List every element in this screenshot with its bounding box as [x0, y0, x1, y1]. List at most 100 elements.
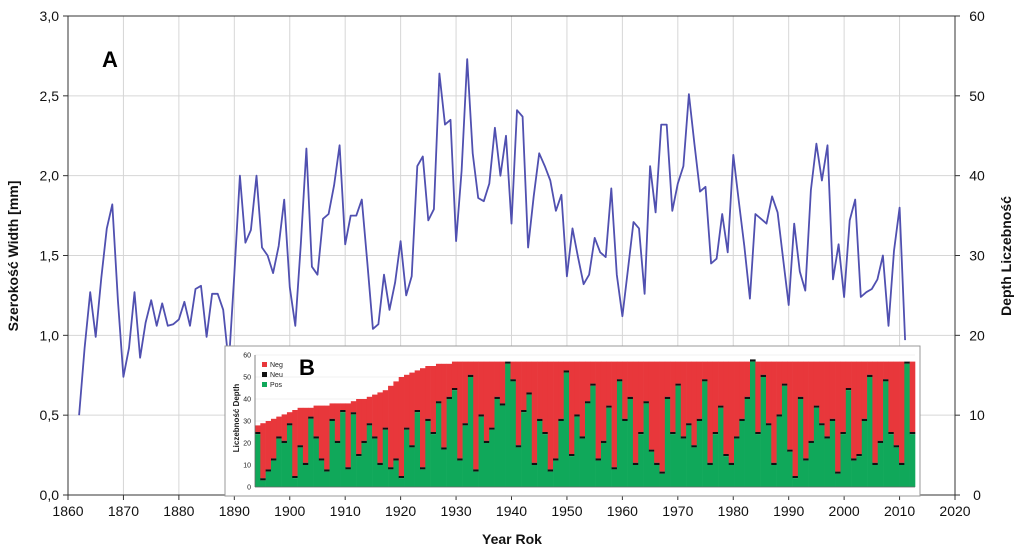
inset-bar-pos [765, 425, 772, 487]
y-right-tick-label: 60 [969, 8, 985, 24]
inset-bar-neg [718, 361, 724, 406]
inset-axes: 0 10 20 30 40 50 60 [243, 353, 915, 492]
inset-bar-pos [893, 447, 900, 487]
y-tick-label: 0,0 [40, 487, 60, 503]
inset-bar-neg [840, 361, 847, 432]
inset-bar-pos [356, 456, 362, 487]
inset-bar-pos [643, 403, 650, 487]
inset-bar-pos [750, 361, 756, 487]
inset-bar-pos [563, 372, 570, 487]
inset-bar-neu [723, 454, 730, 457]
inset-bar-neg [808, 361, 815, 441]
inset-y-tick-label: 30 [243, 419, 251, 426]
y-tick-label: 3,0 [40, 8, 60, 24]
inset-bar-neg [899, 361, 905, 463]
inset-bar-neu [632, 462, 639, 465]
inset-bar-pos [265, 471, 272, 487]
inset-bar-pos [590, 385, 596, 487]
x-tick-label: 1860 [52, 503, 83, 519]
inset-bar-neg [622, 361, 628, 419]
inset-bar-neu [744, 396, 751, 399]
inset-bar-pos [787, 451, 793, 487]
inset-bar-neu [446, 396, 453, 399]
inset-bar-neu [750, 359, 756, 362]
inset-bar-pos [861, 421, 868, 487]
inset-y-tick-label: 60 [243, 353, 251, 360]
inset-bar-neg [680, 361, 687, 437]
inset-bar-neu [414, 410, 421, 413]
inset-bar-neg [329, 403, 336, 419]
inset-bar-neg [819, 361, 825, 424]
inset-y-tick-label: 50 [243, 375, 251, 382]
inset-bar-pos [420, 469, 426, 487]
inset-bar-neu [494, 396, 501, 399]
inset-bar-neu [345, 467, 352, 470]
inset-bar-pos [505, 363, 511, 487]
x-tick-label: 1930 [440, 503, 471, 519]
inset-bar-neg [345, 403, 352, 468]
inset-bar-neg [515, 361, 522, 446]
inset-bar-neg [728, 361, 735, 463]
inset-bar-neu [286, 423, 293, 426]
inset-bar-pos [302, 465, 309, 487]
inset-bar-neg [569, 361, 575, 454]
inset-bar-neu [675, 383, 682, 386]
inset-bar-pos [276, 438, 282, 487]
inset-bar-neu [409, 445, 415, 448]
inset-bar-neu [393, 458, 400, 461]
inset-bar-neg [462, 361, 469, 424]
inset-bar-pos [728, 465, 735, 487]
inset-bar-neg [313, 405, 320, 437]
inset-bar-neu [670, 432, 676, 435]
inset-bar-pos [324, 471, 330, 487]
inset-bar-neg [494, 361, 501, 397]
inset-bar-neg [553, 361, 559, 459]
inset-bar-pos [489, 429, 495, 487]
inset-bar-neg [451, 361, 458, 388]
inset-bar-pos [638, 434, 644, 487]
inset-bar-neg [691, 361, 698, 446]
inset-bar-neu [276, 436, 282, 439]
inset-bar-pos [334, 443, 341, 487]
inset-bar-neu [260, 478, 266, 481]
inset-bar-neu [606, 405, 612, 408]
width-series [78, 58, 906, 416]
inset-bar-neu [616, 379, 623, 382]
inset-bar-neg [851, 361, 857, 459]
inset-bar-neu [255, 432, 261, 435]
inset-bar-pos [792, 478, 799, 487]
y-tick-label: 2,5 [40, 88, 60, 104]
inset-bar-neu [569, 454, 575, 457]
inset-bar-pos [691, 447, 698, 487]
inset-bar-pos [579, 438, 586, 487]
inset-bar-neg [372, 394, 378, 437]
axes: 1860 1870 1880 1890 1900 1910 1920 1930 1940 1950… [40, 8, 985, 519]
inset-bar-neu [904, 361, 910, 364]
inset-bar-neu [542, 432, 549, 435]
inset-bar-neg [654, 361, 660, 463]
inset-bar-neu [526, 392, 533, 395]
x-tick-label: 1920 [385, 503, 416, 519]
inset-bar-neu [478, 414, 485, 417]
inset-bar-pos [888, 434, 895, 487]
inset-bar-neu [728, 462, 735, 465]
inset-bar-neg [308, 407, 314, 417]
y-right-tick-label: 0 [973, 487, 981, 503]
inset-bar-pos [781, 385, 788, 487]
inset-bar-neu [611, 467, 618, 470]
inset-bar-pos [664, 399, 671, 487]
y-right-tick-label: 20 [969, 327, 985, 343]
inset-bar-neu [702, 379, 708, 382]
inset-bar-neu [771, 462, 777, 465]
x-tick-label: 1880 [163, 503, 194, 519]
inset-bar-neu [441, 447, 447, 450]
inset-bar-pos [760, 377, 767, 487]
x-tick-label: 1990 [773, 503, 804, 519]
inset-bar-neg [792, 361, 799, 476]
inset-bar-neu [324, 469, 330, 472]
inset-bar-neu [499, 403, 506, 406]
x-tick-label: 1980 [718, 503, 749, 519]
inset-bar-pos [574, 416, 580, 487]
inset-bar-pos [595, 460, 602, 487]
inset-bar-pos [899, 465, 905, 487]
